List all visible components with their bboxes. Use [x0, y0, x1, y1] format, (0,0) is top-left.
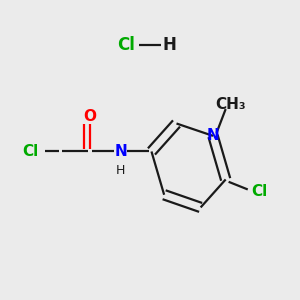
Text: H: H	[116, 164, 125, 177]
Text: CH₃: CH₃	[215, 97, 245, 112]
Text: Cl: Cl	[251, 184, 267, 199]
Text: N: N	[114, 144, 127, 159]
Text: Cl: Cl	[118, 37, 135, 55]
Text: N: N	[207, 128, 219, 143]
Text: H: H	[162, 37, 176, 55]
Text: Cl: Cl	[22, 144, 39, 159]
Text: O: O	[83, 109, 96, 124]
